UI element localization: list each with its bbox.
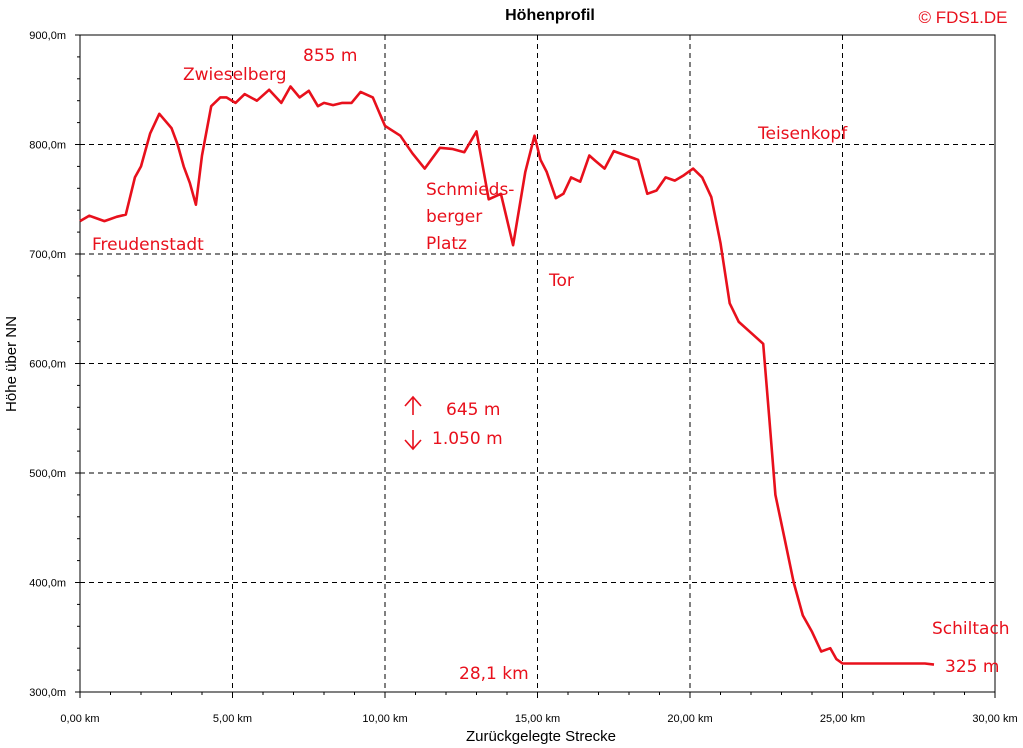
- x-axis-label: Zurückgelegte Strecke: [466, 728, 616, 745]
- annotation-tor: Tor: [548, 271, 574, 291]
- axes: 300,0m 400,0m 500,0m 600,0m 700,0m 800,0m 900,…: [29, 30, 1017, 725]
- y-tick-label: 500,0m: [29, 468, 66, 480]
- y-axis-label: Höhe über NN: [3, 316, 20, 412]
- annotation-zwieselberg: Zwieselberg: [183, 65, 287, 85]
- x-tick-label: 30,00 km: [972, 713, 1017, 725]
- y-tick-label: 400,0m: [29, 578, 66, 590]
- annotation-schmiedsberger-1: Schmieds-: [426, 180, 514, 200]
- annotation-schiltach: Schiltach: [932, 619, 1010, 639]
- grid: [79, 34, 996, 693]
- arrow-up-icon: [404, 395, 422, 415]
- annotation-ascent: 645 m: [446, 400, 500, 420]
- annotation-schmiedsberger-2: berger: [426, 207, 482, 227]
- annotation-teisenkopf: Teisenkopf: [757, 124, 848, 144]
- x-tick-label: 15,00 km: [515, 713, 560, 725]
- arrow-down-icon: [404, 430, 422, 451]
- x-tick-label: 10,00 km: [362, 713, 407, 725]
- y-tick-label: 600,0m: [29, 359, 66, 371]
- x-tick-label: 25,00 km: [820, 713, 865, 725]
- elevation-profile-line: [79, 85, 935, 666]
- x-tick-label: 5,00 km: [213, 713, 252, 725]
- annotation-descent: 1.050 m: [432, 429, 503, 449]
- x-tick-label: 0,00 km: [60, 713, 99, 725]
- copyright-label: © FDS1.DE: [918, 8, 1007, 27]
- annotation-distance: 28,1 km: [459, 664, 529, 684]
- y-tick-label: 700,0m: [29, 249, 66, 261]
- annotation-min-elevation: 325 m: [945, 657, 999, 677]
- x-tick-label: 20,00 km: [667, 713, 712, 725]
- y-tick-label: 300,0m: [29, 687, 66, 699]
- annotation-freudenstadt: Freudenstadt: [92, 235, 204, 255]
- y-tick-label: 900,0m: [29, 30, 66, 42]
- annotation-max-elevation: 855 m: [303, 46, 357, 66]
- annotation-schmiedsberger-3: Platz: [426, 234, 467, 254]
- chart-title: Höhenprofil: [505, 7, 595, 24]
- y-tick-label: 800,0m: [29, 140, 66, 152]
